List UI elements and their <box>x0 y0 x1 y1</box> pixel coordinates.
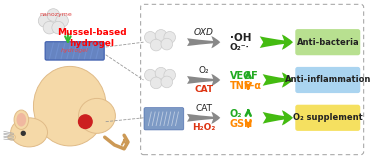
Text: CAT: CAT <box>194 85 213 94</box>
Circle shape <box>21 131 25 135</box>
Circle shape <box>150 39 162 51</box>
Text: H₂O₂: H₂O₂ <box>192 123 215 132</box>
Ellipse shape <box>79 98 115 133</box>
Text: O₂⁻·: O₂⁻· <box>230 43 250 52</box>
Text: Anti-bacteria: Anti-bacteria <box>296 38 359 47</box>
Text: TNF-α: TNF-α <box>230 81 262 91</box>
Ellipse shape <box>34 66 106 146</box>
Ellipse shape <box>14 110 29 129</box>
Text: OXD: OXD <box>194 28 214 37</box>
Circle shape <box>164 69 175 81</box>
FancyBboxPatch shape <box>45 42 104 60</box>
Text: GSH: GSH <box>230 119 253 129</box>
Circle shape <box>164 31 175 43</box>
Circle shape <box>155 30 167 41</box>
Circle shape <box>38 14 51 27</box>
Circle shape <box>47 9 60 21</box>
FancyBboxPatch shape <box>144 108 184 130</box>
Ellipse shape <box>8 134 15 140</box>
Circle shape <box>52 21 65 34</box>
Text: Mussel-based
hydrogel: Mussel-based hydrogel <box>57 28 127 48</box>
Ellipse shape <box>17 113 26 127</box>
Text: nanozyme: nanozyme <box>40 12 73 17</box>
Circle shape <box>56 14 68 27</box>
Ellipse shape <box>11 118 48 147</box>
Text: O₂: O₂ <box>198 66 209 75</box>
Text: VEGF: VEGF <box>230 71 259 81</box>
Text: CAT: CAT <box>195 104 212 113</box>
FancyBboxPatch shape <box>295 67 360 93</box>
Circle shape <box>43 21 56 34</box>
Circle shape <box>79 115 92 128</box>
Text: O₂: O₂ <box>230 109 242 119</box>
Circle shape <box>144 31 156 43</box>
FancyBboxPatch shape <box>295 105 360 131</box>
Circle shape <box>150 77 162 89</box>
Text: ·OH: ·OH <box>230 33 251 43</box>
Text: hydrogel: hydrogel <box>61 48 88 53</box>
Circle shape <box>144 69 156 81</box>
Text: Anti-inflammation: Anti-inflammation <box>285 76 371 84</box>
FancyBboxPatch shape <box>141 4 364 155</box>
Text: O₂ supplement: O₂ supplement <box>293 113 363 122</box>
FancyBboxPatch shape <box>295 29 360 55</box>
Circle shape <box>155 67 167 79</box>
Circle shape <box>161 38 173 50</box>
Circle shape <box>161 76 173 88</box>
